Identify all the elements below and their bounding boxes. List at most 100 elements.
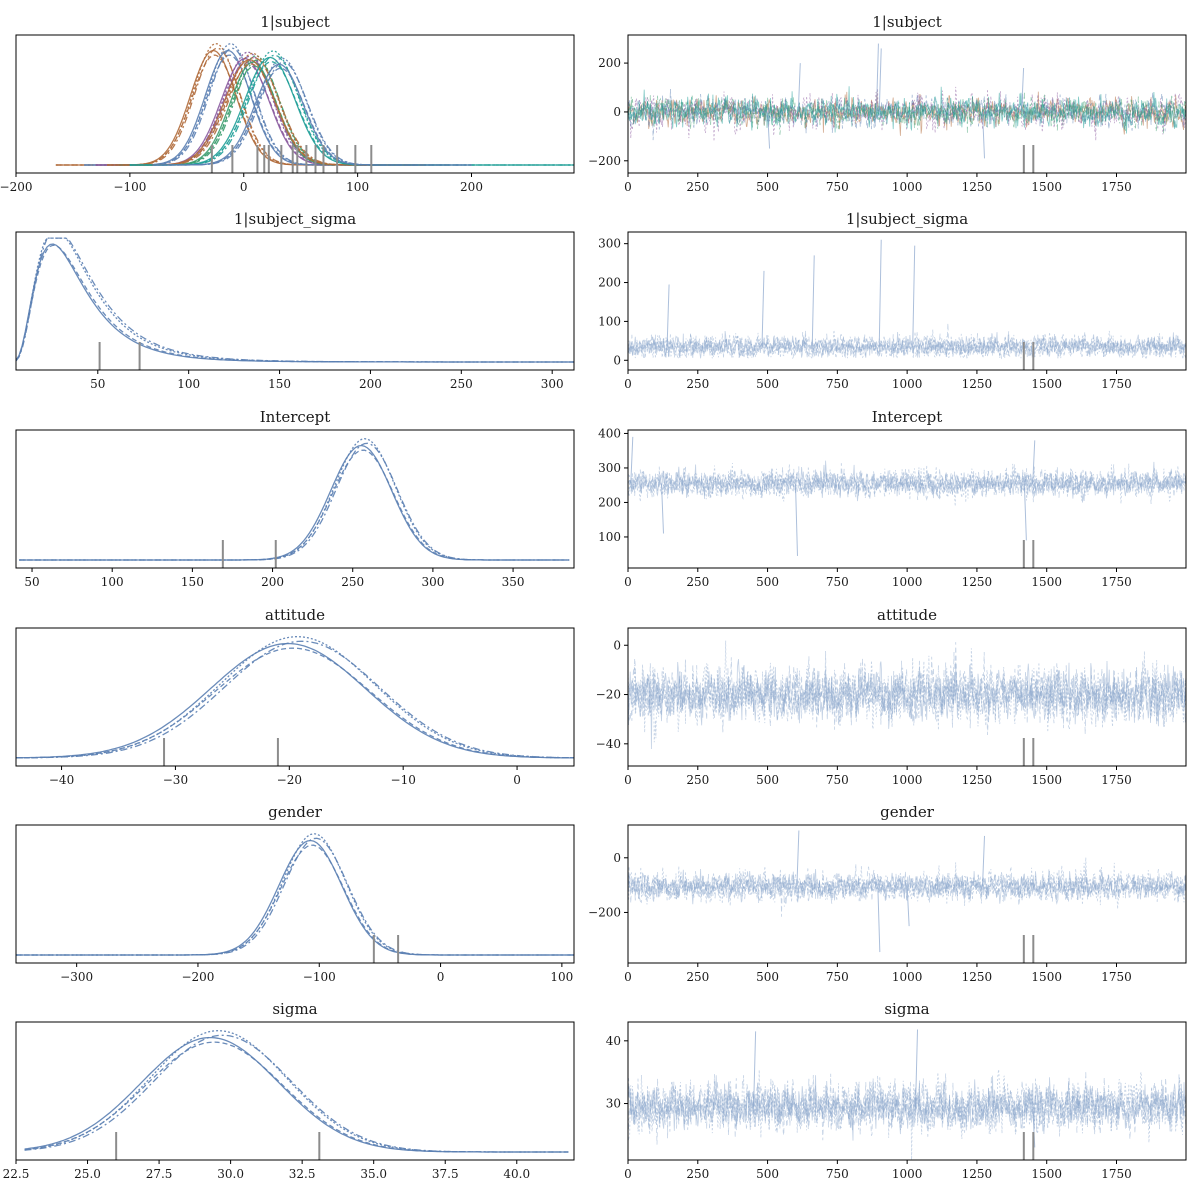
trace-spike (878, 239, 882, 347)
trace-spike (630, 436, 634, 484)
density-curve (19, 442, 570, 561)
density-curve (16, 237, 574, 363)
x-tick-label: 500 (756, 1167, 779, 1181)
axes-frame (15, 34, 575, 174)
x-tick-label: 1250 (962, 773, 993, 787)
trace-spike (1032, 1106, 1036, 1148)
x-tick-label: 300 (541, 377, 564, 391)
density-curve (152, 61, 472, 166)
panel-title: sigma (272, 1000, 317, 1018)
trace-spike (878, 48, 882, 112)
x-tick-label: 0 (624, 377, 632, 391)
density-curve (16, 839, 574, 956)
x-tick-label: −100 (113, 180, 146, 194)
x-tick-label: 1750 (1101, 970, 1132, 984)
x-tick-label: 32.5 (289, 1167, 316, 1181)
trace-spike (912, 245, 916, 347)
x-tick-label: 750 (826, 970, 849, 984)
y-tick-label: −200 (588, 905, 621, 919)
x-tick-label: 37.5 (432, 1167, 459, 1181)
density-curve (16, 833, 574, 956)
axes-frame (15, 824, 575, 964)
density-curve (16, 647, 574, 759)
x-tick-label: −40 (49, 773, 74, 787)
density-curve (16, 636, 574, 759)
x-tick-label: 200 (359, 377, 382, 391)
trace-panel-4: attitude 0 250 500 750 1000 1250 1500 1750 −40 −20… (596, 606, 1187, 787)
axes-frame (627, 429, 1187, 569)
panel-title: attitude (877, 606, 937, 624)
trace-spike (982, 111, 986, 159)
density-curve (107, 56, 426, 166)
x-tick-label: 1750 (1101, 180, 1132, 194)
x-tick-label: 1500 (1031, 180, 1062, 194)
trace-spike (906, 886, 910, 927)
trace-line (628, 866, 1186, 917)
density-curve (16, 837, 574, 956)
x-tick-label: 0 (624, 773, 632, 787)
density-curve (24, 1036, 569, 1153)
panel-title: 1|subject (872, 13, 942, 31)
density-curve (16, 642, 574, 759)
y-tick-label: 0 (613, 353, 621, 367)
trace-line (628, 1069, 1186, 1160)
trace-line (628, 863, 1186, 907)
x-tick-label: 100 (550, 970, 573, 984)
x-tick-label: −200 (181, 970, 214, 984)
x-tick-label: 150 (181, 575, 204, 589)
x-tick-label: 500 (756, 377, 779, 391)
density-panel-5: gender −300 −200 −100 0 100 (15, 803, 575, 984)
panel-title: Intercept (872, 408, 943, 426)
trace-spike (877, 886, 881, 953)
x-tick-label: 25.0 (74, 1167, 101, 1181)
trace-spike (666, 284, 670, 347)
x-tick-label: 1000 (892, 773, 923, 787)
x-tick-label: 50 (24, 575, 39, 589)
x-tick-label: 22.5 (3, 1167, 30, 1181)
x-tick-label: 1500 (1031, 970, 1062, 984)
trace-spike (982, 835, 986, 887)
x-tick-label: 200 (460, 180, 483, 194)
trace-spike (761, 270, 765, 347)
x-tick-label: 1000 (892, 377, 923, 391)
density-panel-3: Intercept 50 100 150 200 250 300 350 (15, 408, 575, 589)
x-tick-label: 500 (756, 773, 779, 787)
density-curve (19, 449, 570, 561)
x-tick-label: 250 (450, 377, 473, 391)
x-tick-label: 0 (624, 1167, 632, 1181)
x-tick-label: 250 (686, 970, 709, 984)
density-curve (152, 57, 472, 166)
x-tick-label: 1000 (892, 180, 923, 194)
density-curve (24, 1030, 569, 1153)
y-tick-label: 0 (613, 638, 621, 652)
x-tick-label: 150 (268, 377, 291, 391)
x-tick-label: 1250 (962, 1167, 993, 1181)
trace-spike (1021, 67, 1025, 112)
x-tick-label: 200 (261, 575, 284, 589)
x-tick-label: 250 (686, 1167, 709, 1181)
trace-line (628, 86, 1186, 134)
x-tick-label: 750 (826, 180, 849, 194)
density-curve (24, 1041, 569, 1153)
panel-title: 1|subject_sigma (846, 210, 968, 228)
y-tick-label: 100 (598, 530, 621, 544)
y-tick-label: 300 (598, 461, 621, 475)
density-curve (129, 50, 574, 166)
trace-line (628, 658, 1186, 735)
x-tick-label: 100 (346, 180, 369, 194)
x-tick-label: 300 (421, 575, 444, 589)
panel-title: 1|subject_sigma (234, 210, 356, 228)
x-tick-label: 1500 (1031, 575, 1062, 589)
x-tick-label: −300 (60, 970, 93, 984)
density-curve (16, 640, 574, 759)
axes-frame (15, 231, 575, 371)
y-tick-label: 200 (598, 56, 621, 70)
x-tick-label: 1250 (962, 970, 993, 984)
panel-title: gender (880, 803, 935, 821)
y-tick-label: −20 (596, 688, 621, 702)
x-tick-label: 35.0 (360, 1167, 387, 1181)
trace-line (628, 640, 1186, 743)
trace-panel-6: sigma 0 250 500 750 1000 1250 1500 1750 30 40 (606, 1000, 1187, 1181)
